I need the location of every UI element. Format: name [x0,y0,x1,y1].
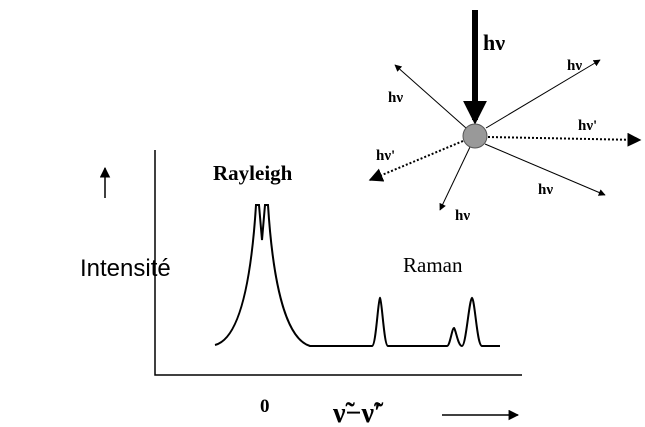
scatter-arrow [485,59,601,129]
photon-label: hν [388,90,403,106]
origin-label: 0 [260,396,270,417]
photon-label: hν [455,208,470,224]
raman-arrow [368,140,464,182]
spectrum [99,150,522,421]
photon-label: hν [567,58,582,74]
scatter-arrow [484,143,606,196]
scatter-arrow [439,146,471,211]
photon-label: hν' [578,118,597,134]
molecule [462,123,488,149]
photon-label: hν [538,182,553,198]
photon-label: hν [483,30,505,55]
rayleigh-label: Rayleigh [213,161,293,185]
raman-arrow [487,132,642,147]
spectrum-curve [214,204,500,348]
axes [154,150,522,376]
scattering-scheme [368,10,642,211]
y-axis-label: Intensité [80,255,171,282]
scatter-arrow [394,64,467,129]
photon-label: hν' [376,148,395,164]
x-axis-label: ν̃−ν̃′ [332,398,384,427]
raman-label: Raman [403,253,463,277]
